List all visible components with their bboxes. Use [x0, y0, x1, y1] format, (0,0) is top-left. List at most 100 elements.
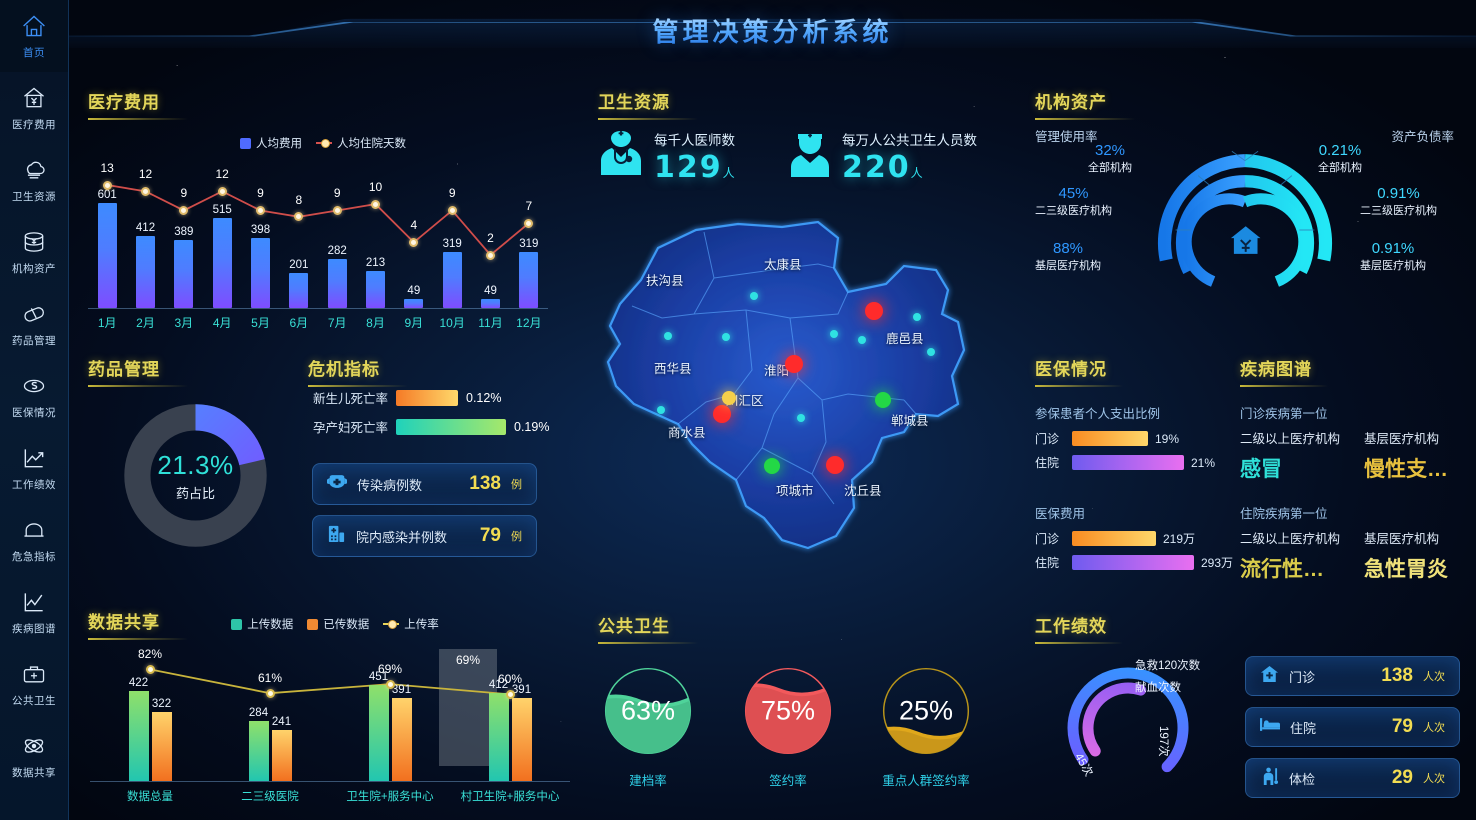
- bar[interactable]: [174, 240, 194, 308]
- line-point[interactable]: [294, 212, 304, 222]
- insurance-group-1: 参保患者个人支出比例 门诊 19% 住院 21%: [1035, 403, 1235, 478]
- sidebar-item-assets[interactable]: 机构资产: [0, 216, 68, 288]
- bar[interactable]: [327, 258, 347, 308]
- map-region-label[interactable]: 沈丘县: [844, 484, 882, 498]
- stat-card-checkup[interactable]: 体检 29 人次: [1245, 758, 1460, 798]
- line-point[interactable]: [447, 205, 457, 215]
- line-point[interactable]: [179, 205, 189, 215]
- sidebar-item-home[interactable]: 首页: [0, 0, 68, 72]
- sidebar-item-health-resource[interactable]: 卫生资源: [0, 144, 68, 216]
- map-region-label[interactable]: 商水县: [668, 426, 706, 440]
- map-marker[interactable]: [764, 458, 780, 474]
- map-region-label[interactable]: 郸城县: [891, 414, 929, 428]
- line-point[interactable]: [332, 205, 342, 215]
- sidebar-item-label: 数据共享: [12, 767, 56, 779]
- bar[interactable]: [366, 270, 385, 308]
- line-point[interactable]: [265, 688, 275, 698]
- crisis-bar-fill: [396, 418, 506, 435]
- stat-card-inpatient[interactable]: 住院 79 人次: [1245, 707, 1460, 747]
- bar[interactable]: [212, 218, 232, 308]
- line-point-value: 61%: [257, 671, 283, 686]
- sidebar-item-insurance[interactable]: 医保情况: [0, 360, 68, 432]
- line-point-value: 12: [215, 167, 229, 182]
- line-point[interactable]: [217, 186, 227, 196]
- bar-value: 412: [488, 679, 509, 692]
- bar[interactable]: [97, 203, 117, 308]
- line-point[interactable]: [102, 180, 112, 190]
- line-point[interactable]: [371, 199, 380, 209]
- bar-column: 601: [82, 189, 132, 308]
- legend-item: 已传数据: [307, 616, 369, 632]
- home-icon: [19, 12, 49, 40]
- sidebar-item-public-health[interactable]: 公共卫生: [0, 648, 68, 720]
- bar[interactable]: [391, 697, 412, 781]
- map-region-label[interactable]: 扶沟县: [646, 274, 684, 288]
- map-marker[interactable]: [657, 406, 665, 414]
- assets-left-0: 32% 全部机构: [1088, 142, 1132, 175]
- line-point[interactable]: [505, 689, 515, 699]
- map-marker[interactable]: [875, 392, 891, 408]
- map-region-label[interactable]: 淮阳: [764, 364, 790, 378]
- map-region-label[interactable]: 西华县: [654, 362, 692, 376]
- map-marker[interactable]: [722, 333, 730, 341]
- bar[interactable]: [511, 697, 532, 781]
- line-point[interactable]: [524, 218, 534, 228]
- bar[interactable]: [404, 299, 424, 308]
- assets-gauge-svg: [1157, 150, 1333, 287]
- map-marker[interactable]: [865, 302, 883, 320]
- infectious-cases-card[interactable]: 传染病例数 138 例: [312, 463, 537, 505]
- line-point[interactable]: [256, 205, 265, 215]
- sidebar-item-crisis[interactable]: 危急指标: [0, 504, 68, 576]
- line-point[interactable]: [385, 679, 395, 689]
- disease-entry-head: 基层医疗机构: [1364, 532, 1440, 546]
- sidebar-item-label: 工作绩效: [12, 479, 56, 491]
- map-marker[interactable]: [826, 456, 844, 474]
- crisis-bar-value: 0.19%: [514, 419, 550, 434]
- legend-swatch-bar: [240, 137, 251, 149]
- map-region-label[interactable]: 鹿邑县: [886, 332, 924, 346]
- stat-card-outpatient[interactable]: 门诊 138 人次: [1245, 656, 1460, 696]
- bar[interactable]: [488, 693, 509, 781]
- line-point[interactable]: [141, 186, 150, 196]
- map-marker[interactable]: [830, 330, 838, 338]
- sidebar-item-disease[interactable]: 疾病图谱: [0, 576, 68, 648]
- bar[interactable]: [271, 729, 292, 781]
- bar[interactable]: [248, 720, 269, 781]
- map-marker[interactable]: [797, 414, 805, 422]
- map-marker[interactable]: [750, 292, 758, 300]
- bar[interactable]: [251, 238, 270, 308]
- map-marker[interactable]: [713, 405, 731, 423]
- map-marker[interactable]: [664, 332, 672, 340]
- hospital-infection-card[interactable]: 院内感染并例数 79 例: [312, 515, 537, 557]
- bar[interactable]: [442, 252, 462, 308]
- sidebar-item-medical-cost[interactable]: 医疗费用: [0, 72, 68, 144]
- disease-entry-value: 流行性…: [1240, 558, 1324, 581]
- line-point[interactable]: [486, 250, 495, 260]
- bar[interactable]: [481, 299, 500, 308]
- line-point[interactable]: [145, 664, 155, 674]
- map-marker[interactable]: [722, 391, 736, 405]
- map-region-label[interactable]: 太康县: [764, 258, 802, 272]
- map-marker[interactable]: [858, 336, 866, 344]
- map-region-label[interactable]: 项城市: [776, 484, 814, 498]
- map-marker[interactable]: [913, 313, 921, 321]
- bar[interactable]: [151, 712, 172, 781]
- map-marker[interactable]: [785, 355, 803, 373]
- bar[interactable]: [136, 236, 155, 308]
- sidebar-item-drug[interactable]: 药品管理: [0, 288, 68, 360]
- gauge-value: 25%: [898, 695, 954, 726]
- bar-value: 213: [365, 256, 386, 269]
- dome-icon: [19, 516, 49, 544]
- sidebar-item-performance[interactable]: 工作绩效: [0, 432, 68, 504]
- bar[interactable]: [519, 252, 539, 308]
- region-map[interactable]: 扶沟县 太康县 西华县 淮阳 鹿邑县 川汇区 商水县 郸城县 项城市 沈丘县: [586, 218, 1006, 578]
- sidebar-item-data-share[interactable]: 数据共享: [0, 720, 68, 792]
- bar-value: 389: [174, 226, 194, 239]
- legend-label: 已传数据: [323, 619, 370, 631]
- line-point[interactable]: [409, 237, 419, 247]
- bar[interactable]: [128, 691, 149, 781]
- map-marker[interactable]: [927, 348, 935, 356]
- bar[interactable]: [368, 685, 389, 781]
- bar[interactable]: [289, 272, 309, 308]
- sidebar-item-label: 疾病图谱: [12, 623, 56, 635]
